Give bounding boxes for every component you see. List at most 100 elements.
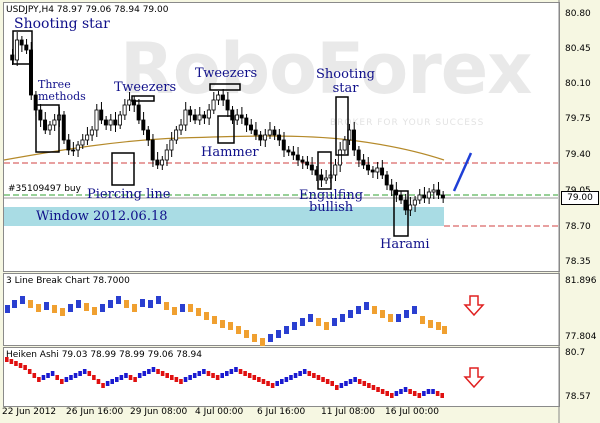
heiken-ashi-bar bbox=[252, 375, 257, 380]
line-break-brick bbox=[60, 308, 65, 316]
candle-body bbox=[24, 44, 29, 51]
heiken-ashi-bar bbox=[325, 379, 330, 384]
candle-body bbox=[309, 164, 314, 171]
heiken-ashi-bar bbox=[206, 371, 211, 376]
heiken-ashi-bar bbox=[147, 369, 151, 374]
label-shooting-star-1: Shooting star bbox=[14, 16, 110, 32]
time-tick: 22 Jun 2012 bbox=[2, 407, 57, 417]
heiken-ashi-bar bbox=[5, 357, 9, 362]
line-break-brick bbox=[252, 334, 257, 342]
heiken-ashi-bar bbox=[344, 381, 348, 386]
candle-body bbox=[71, 149, 76, 152]
candle-body bbox=[89, 129, 94, 136]
line-break-brick bbox=[12, 300, 17, 308]
trend-up-arrow bbox=[452, 152, 473, 192]
candle-body bbox=[47, 124, 52, 131]
heiken-ashi-bar bbox=[46, 373, 50, 378]
heiken-ashi-bar bbox=[289, 375, 293, 380]
line-break-brick bbox=[172, 307, 177, 315]
line-break-brick bbox=[28, 300, 33, 308]
heiken-ashi-bar bbox=[115, 377, 119, 382]
line-break-brick bbox=[372, 306, 377, 314]
moving-average bbox=[3, 135, 445, 161]
candle-body bbox=[337, 149, 342, 166]
heiken-ashi-bar bbox=[133, 377, 137, 382]
candle-body bbox=[131, 99, 136, 106]
line-break-brick bbox=[44, 302, 49, 310]
candle-body bbox=[19, 39, 24, 46]
box-engulfing bbox=[317, 151, 332, 190]
heiken-ashi-bar bbox=[385, 391, 389, 396]
heiken-ashi-bar bbox=[302, 369, 307, 374]
line-break-brick bbox=[428, 320, 433, 328]
candle-body bbox=[230, 109, 235, 121]
line-break-brick bbox=[188, 304, 193, 312]
heiken-ashi-bar bbox=[435, 391, 440, 396]
heiken-ashi-bar bbox=[87, 371, 92, 376]
candle-body bbox=[122, 104, 127, 116]
line-break-brick bbox=[84, 303, 89, 311]
heiken-ashi-axis-top: 80.7 bbox=[565, 348, 586, 358]
line-break-brick bbox=[324, 322, 329, 330]
candle-body bbox=[431, 189, 436, 193]
line-break-brick bbox=[164, 302, 169, 310]
line-break-brick bbox=[116, 296, 121, 304]
price-tick: 80.80 bbox=[565, 9, 591, 19]
candle-body bbox=[164, 149, 169, 161]
candle-body bbox=[422, 194, 427, 199]
heiken-ashi-bar bbox=[165, 373, 169, 378]
candle-body bbox=[426, 191, 431, 199]
candle-body bbox=[253, 129, 258, 136]
candle-body bbox=[141, 119, 146, 131]
line-break-brick bbox=[364, 302, 369, 310]
candle-body bbox=[286, 149, 291, 153]
line-break-brick bbox=[20, 296, 25, 304]
line-break-brick bbox=[140, 299, 145, 307]
heiken-ashi-bar bbox=[78, 371, 82, 376]
heiken-ashi-bar bbox=[298, 371, 302, 376]
heiken-ashi-axis-bottom: 78.57 bbox=[565, 392, 591, 402]
heiken-ashi-bar bbox=[380, 389, 385, 394]
heiken-ashi-bar bbox=[105, 381, 110, 386]
heiken-ashi-bar bbox=[399, 389, 403, 394]
line-break-brick bbox=[284, 326, 289, 334]
box-hammer bbox=[217, 115, 235, 144]
line-break-brick bbox=[180, 304, 185, 312]
candle-body bbox=[263, 134, 268, 141]
candle-body bbox=[160, 159, 165, 166]
candle-body bbox=[389, 184, 394, 191]
candle-body bbox=[370, 169, 375, 173]
candle-body bbox=[384, 174, 389, 186]
label-tweezers-2: Tweezers bbox=[195, 66, 258, 81]
candle-body bbox=[366, 164, 371, 171]
line-break-brick bbox=[442, 326, 447, 334]
heiken-ashi-bar bbox=[293, 373, 298, 378]
line-break-brick bbox=[308, 314, 313, 322]
time-tick: 6 Jul 16:00 bbox=[257, 407, 306, 417]
heiken-ashi-bar bbox=[426, 389, 431, 394]
label-shooting-star-2: Shooting star bbox=[316, 67, 376, 96]
heiken-ashi-bar bbox=[27, 369, 32, 374]
heiken-ashi-bar bbox=[174, 377, 179, 382]
heiken-ashi-bar bbox=[170, 375, 174, 380]
heiken-ashi-bar bbox=[275, 381, 279, 386]
candle-body bbox=[412, 199, 417, 206]
candle-body bbox=[183, 109, 188, 126]
heiken-ashi-bar bbox=[160, 371, 165, 376]
heiken-ashi-bar bbox=[188, 375, 192, 380]
candle-body bbox=[351, 129, 356, 151]
candle-body bbox=[417, 194, 422, 201]
candle-body bbox=[361, 159, 366, 166]
heiken-ashi-bar bbox=[371, 385, 376, 390]
price-tick: 78.35 bbox=[565, 257, 591, 267]
candle-body bbox=[99, 109, 104, 121]
line-break-brick bbox=[68, 304, 73, 312]
heiken-ashi-bar bbox=[211, 373, 215, 378]
heiken-ashi-bar bbox=[422, 391, 426, 396]
candle-body bbox=[291, 151, 296, 156]
candle-body bbox=[295, 154, 300, 161]
box-shooting-star-1 bbox=[12, 30, 33, 65]
heiken-ashi-bars bbox=[5, 357, 444, 398]
main-chart-panel[interactable] bbox=[3, 2, 560, 272]
